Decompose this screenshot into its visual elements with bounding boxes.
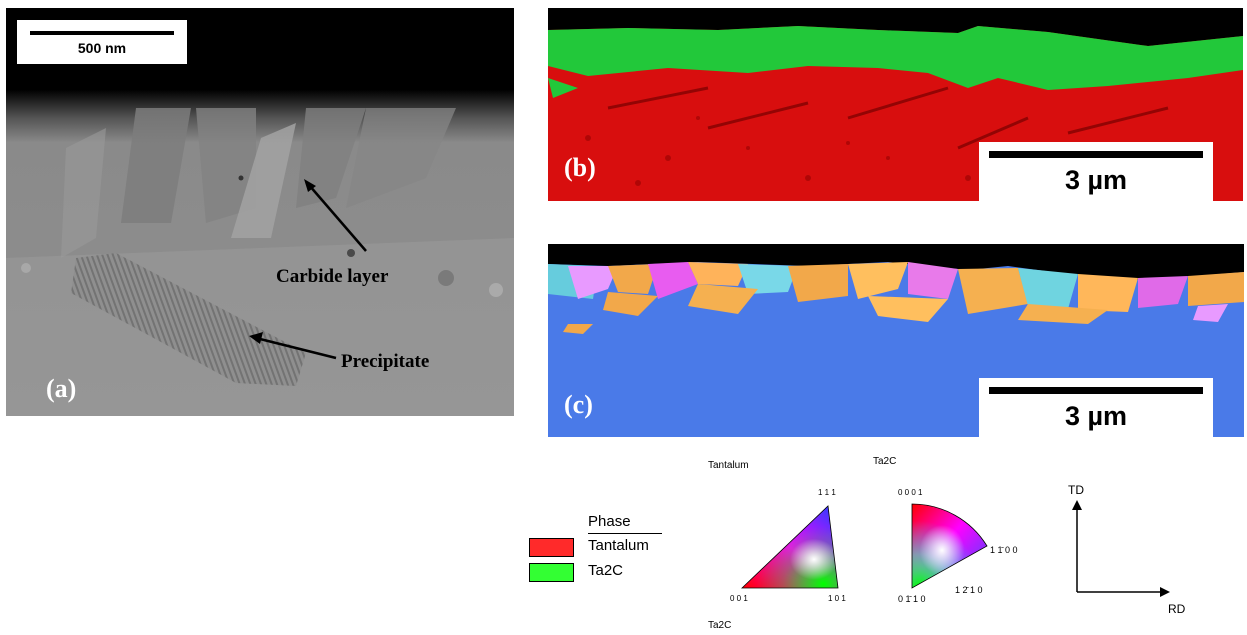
sem-micrograph — [6, 8, 514, 416]
precipitate-arrow — [255, 336, 337, 360]
legend-swatch-ta2c — [529, 563, 574, 582]
sem-image-panel-a: 500 nm Carbide layer Precipitate (a) — [6, 8, 514, 416]
ipf-triangle-cubic — [741, 505, 839, 589]
axes-arrows — [1072, 500, 1170, 597]
axis-label-rd: RD — [1168, 602, 1186, 616]
ipf-label-001: 0 0 1 — [730, 594, 748, 603]
legend-label-ta2c: Ta2C — [588, 562, 624, 579]
scale-bar-b: 3 µm — [979, 142, 1213, 201]
scale-bar-label: 500 nm — [77, 40, 127, 56]
scale-bar-a: 500 nm — [16, 19, 188, 65]
legend-rule — [588, 533, 662, 534]
scale-bar-label: 3 µm — [1064, 401, 1128, 431]
ipf-label-0-110: 0 1̄ 1 0 — [898, 594, 926, 604]
ipf-footer-ta2c: Ta2C — [708, 620, 732, 631]
phase-map-panel-b: 3 µm (b) — [548, 8, 1243, 201]
ipf-label-1-100: 1 1̄ 0 0 — [990, 545, 1018, 555]
scale-bar-label: 3 µm — [1064, 165, 1128, 195]
ipf-label-111: 1 1 1 — [818, 488, 836, 497]
carbide-arrow — [308, 184, 367, 252]
ipf-title-ta2c: Ta2C — [873, 456, 897, 467]
axis-label-td: TD — [1068, 483, 1084, 497]
scale-bar-c: 3 µm — [979, 378, 1213, 437]
ipf-map-panel-c: 3 µm (c) — [548, 244, 1244, 437]
panel-label-a: (a) — [46, 374, 77, 403]
legend-title: Phase — [588, 513, 631, 530]
ipf-sector-hexagonal — [911, 503, 988, 589]
panel-label-c: (c) — [564, 390, 593, 419]
precipitate-label: Precipitate — [341, 351, 430, 372]
ipf-label-1-210: 1 2̄ 1 0 — [955, 585, 983, 595]
ipf-title-tantalum: Tantalum — [708, 460, 749, 471]
legend-swatch-tantalum — [529, 538, 574, 557]
carbide-layer-label: Carbide layer — [276, 266, 389, 287]
panel-label-b: (b) — [564, 153, 596, 182]
ipf-label-101: 1 0 1 — [828, 594, 846, 603]
legend-label-tantalum: Tantalum — [588, 537, 649, 554]
ipf-label-0001: 0 0 0 1 — [898, 488, 923, 497]
